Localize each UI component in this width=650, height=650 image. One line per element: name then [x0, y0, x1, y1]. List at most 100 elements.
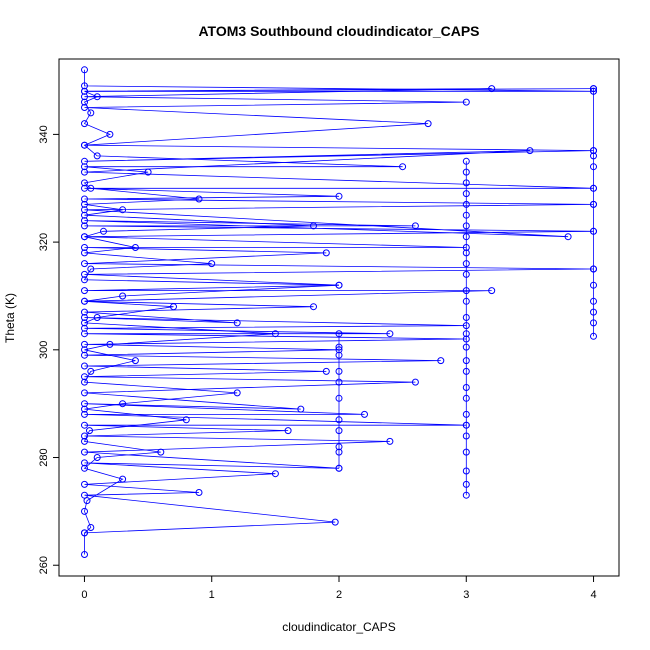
data-point [195, 489, 203, 496]
data-point [462, 491, 470, 499]
data-point [335, 378, 343, 386]
data-point [335, 464, 343, 472]
data-point [335, 443, 343, 451]
data-point [335, 351, 343, 359]
data-point [81, 297, 88, 305]
data-point [462, 222, 470, 230]
data-point [195, 195, 203, 203]
data-point [590, 265, 597, 273]
data-point [488, 287, 496, 295]
data-point [93, 152, 101, 160]
data-point [81, 200, 88, 208]
data-point [590, 308, 597, 316]
data-point [81, 93, 88, 101]
data-point [361, 410, 368, 418]
y-tick-label: 320 [38, 233, 50, 251]
x-axis: 0 1 2 3 4 [81, 575, 597, 601]
data-point [462, 367, 470, 375]
data-point [462, 432, 470, 440]
data-point [590, 184, 597, 192]
data-point [399, 163, 407, 171]
data-point [322, 249, 330, 257]
data-point [81, 276, 88, 284]
data-point [335, 330, 343, 338]
data-point [462, 384, 470, 391]
x-tick-label: 1 [209, 589, 215, 601]
data-point [335, 281, 343, 289]
data-point [310, 303, 317, 311]
data-point [526, 147, 534, 155]
data-point [81, 464, 88, 472]
series-line [83, 69, 594, 555]
data-point [284, 427, 292, 435]
data-point [106, 130, 114, 138]
data-point [81, 324, 88, 332]
data-point [81, 480, 88, 488]
data-point [81, 400, 88, 408]
data-point [81, 405, 88, 413]
data-point [81, 491, 88, 499]
data-point [386, 437, 394, 445]
data-point [81, 163, 88, 171]
data-point [131, 357, 139, 365]
data-point [81, 195, 88, 203]
data-point [81, 222, 88, 230]
data-point [335, 427, 343, 435]
data-point [322, 367, 330, 375]
data-point [462, 343, 470, 351]
data-point [81, 389, 88, 397]
data-point [81, 82, 88, 90]
data-point [590, 85, 597, 93]
data-point [87, 367, 95, 375]
data-point [81, 448, 88, 456]
data-point [462, 98, 470, 106]
data-point [81, 217, 88, 225]
data-point [93, 454, 101, 461]
data-point [462, 297, 470, 305]
data-point [81, 378, 88, 386]
data-point [81, 319, 88, 327]
data-point [424, 120, 432, 128]
data-point [119, 400, 127, 408]
data-point [81, 421, 88, 429]
data-point [81, 141, 88, 149]
data-point [81, 184, 88, 192]
data-point [81, 314, 88, 321]
data-point [297, 405, 305, 413]
data-point [81, 249, 88, 257]
series-line [84, 88, 594, 534]
data-point [590, 297, 597, 305]
data-point [271, 470, 279, 478]
data-point [81, 373, 88, 381]
data-point [119, 292, 127, 300]
data-point [590, 200, 597, 208]
data-point [81, 308, 88, 316]
x-tick-label: 4 [590, 589, 596, 601]
data-point [462, 314, 470, 321]
data-point [590, 152, 597, 160]
data-point [462, 467, 470, 475]
data-point [462, 357, 470, 365]
data-point [462, 480, 470, 488]
data-point [590, 332, 597, 340]
y-tick-label: 260 [38, 556, 50, 574]
data-point [437, 357, 445, 365]
data-point [335, 367, 343, 375]
data-point [81, 66, 88, 74]
data-point [386, 330, 394, 338]
data-point [208, 260, 216, 268]
data-point [335, 416, 343, 424]
data-point [331, 518, 339, 526]
x-tick-label: 0 [81, 589, 87, 601]
data-point [81, 340, 88, 348]
data-point [81, 98, 88, 106]
data-point [462, 157, 470, 165]
data-point [182, 416, 190, 424]
data-point [462, 421, 470, 429]
data-point [462, 211, 470, 219]
data-point [462, 200, 470, 208]
data-point [590, 163, 597, 171]
y-tick-label: 300 [38, 341, 50, 359]
data-point [81, 287, 88, 295]
